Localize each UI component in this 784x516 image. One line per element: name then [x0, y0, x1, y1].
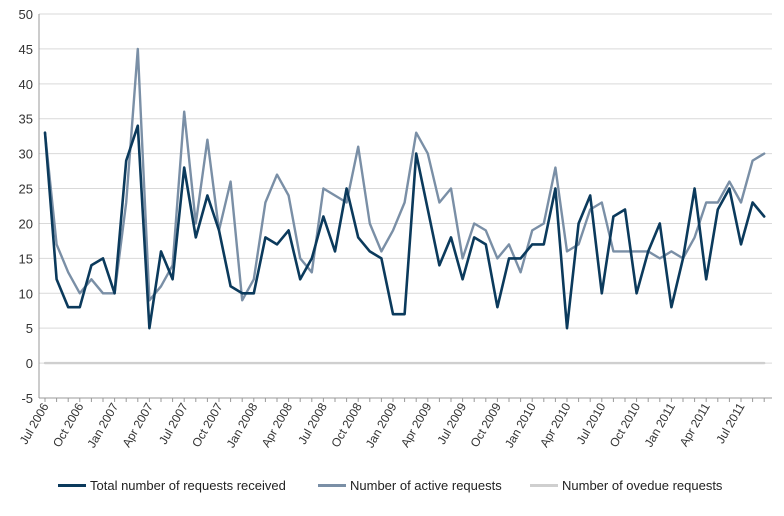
x-tick-label: Jul 2007	[156, 400, 191, 447]
legend: Total number of requests received Number…	[0, 478, 784, 502]
legend-swatch-total-requests	[58, 484, 86, 487]
y-tick-label: 30	[19, 147, 33, 162]
x-tick-label: Apr 2011	[677, 400, 713, 449]
legend-item-active-requests: Number of active requests	[318, 478, 502, 493]
y-tick-label: 25	[19, 182, 33, 197]
legend-item-total-requests: Total number of requests received	[58, 478, 286, 493]
x-tick-label: Oct 2009	[468, 400, 505, 449]
y-tick-label: 15	[19, 251, 33, 266]
x-tick-label: Jan 2011	[642, 400, 679, 449]
x-tick-label: Jan 2007	[84, 400, 121, 450]
legend-item-overdue-requests: Number of ovedue requests	[530, 478, 722, 493]
series-line-total-requests	[43, 124, 766, 330]
x-tick-label: Oct 2010	[607, 400, 644, 449]
x-tick-label: Jul 2009	[434, 400, 469, 447]
y-tick-label: 20	[19, 216, 33, 231]
y-tick-label: 0	[26, 356, 33, 371]
x-tick-label: Jan 2009	[363, 400, 400, 450]
y-tick-label: 5	[26, 321, 33, 336]
series-lines	[43, 47, 766, 365]
x-tick-label: Jul 2010	[574, 400, 609, 447]
axes	[38, 14, 772, 402]
gridlines	[39, 13, 772, 399]
x-tick-label: Oct 2006	[50, 400, 87, 449]
y-tick-label: 35	[19, 112, 33, 127]
x-tick-label: Jan 2010	[502, 400, 539, 450]
x-tick-label: Jul 2006	[17, 400, 52, 447]
x-tick-label: Apr 2010	[537, 400, 574, 449]
legend-swatch-overdue-requests	[530, 484, 558, 487]
x-tick-label: Jan 2008	[224, 400, 261, 450]
legend-label-total-requests: Total number of requests received	[90, 478, 286, 493]
y-tick-label: 10	[19, 286, 33, 301]
y-tick-label: 45	[19, 42, 33, 57]
legend-label-overdue-requests: Number of ovedue requests	[562, 478, 723, 493]
x-tick-label: Apr 2007	[120, 400, 157, 449]
x-tick-label: Apr 2009	[398, 400, 435, 449]
y-tick-label: 50	[19, 7, 33, 22]
legend-label-active-requests: Number of active requests	[350, 478, 502, 493]
x-tick-label: Oct 2008	[328, 400, 365, 449]
x-tick-label: Apr 2008	[259, 400, 296, 449]
x-tick-label: Jul 2008	[295, 400, 330, 447]
legend-swatch-active-requests	[318, 484, 346, 487]
x-tick-label: Jul 2011	[713, 400, 748, 446]
series-line-active-requests	[43, 47, 766, 302]
y-tick-label: -5	[21, 391, 33, 406]
y-tick-labels: -5 0 5 10 15 20 25 30 35 40 45 50	[19, 7, 33, 406]
x-tick-label: Oct 2007	[189, 400, 226, 449]
y-tick-label: 40	[19, 77, 33, 92]
